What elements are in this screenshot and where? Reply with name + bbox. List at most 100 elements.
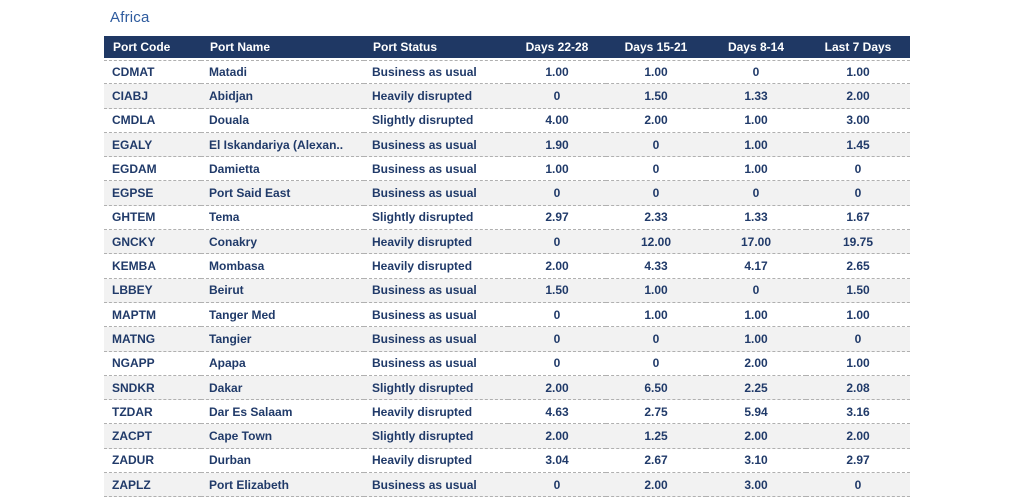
table-body: CDMAT Matadi Business as usual 1.00 1.00 0 1.0…	[104, 60, 910, 498]
column-header-days-22-28: Days 22-28	[508, 36, 606, 60]
last-7-days-cell: 1.00	[806, 303, 910, 328]
port-status-cell: Business as usual	[364, 303, 508, 328]
days-22-28-cell: 2.97	[508, 206, 606, 231]
port-name-cell: Damietta	[201, 157, 364, 182]
last-7-days-cell: 0	[806, 157, 910, 182]
table-row: ZAPLZ Port Elizabeth Business as usual 0 2.0…	[104, 473, 910, 498]
days-22-28-cell: 0	[508, 230, 606, 255]
port-status-cell: Business as usual	[364, 157, 508, 182]
days-22-28-cell: 2.00	[508, 375, 606, 401]
days-8-14-cell: 1.33	[706, 206, 806, 231]
port-name-cell: Apapa	[201, 352, 364, 376]
days-8-14-cell: 1.00	[706, 327, 806, 352]
table-row: MAPTM Tanger Med Business as usual 0 1.00 1.0…	[104, 303, 910, 328]
table-row: MATNG Tangier Business as usual 0 0 1.00 0	[104, 327, 910, 352]
port-status-cell: Business as usual	[364, 352, 508, 376]
days-15-21-cell: 0	[606, 352, 706, 376]
port-name-cell: Port Said East	[201, 181, 364, 206]
last-7-days-cell: 0	[806, 327, 910, 352]
days-8-14-cell: 2.00	[706, 352, 806, 376]
days-8-14-cell: 1.00	[706, 303, 806, 328]
days-8-14-cell: 17.00	[706, 230, 806, 255]
days-15-21-cell: 0	[606, 327, 706, 352]
port-name-cell: Dakar	[201, 375, 364, 401]
port-status-cell: Business as usual	[364, 132, 508, 158]
port-code-cell: KEMBA	[104, 254, 201, 279]
port-name-cell: Tanger Med	[201, 303, 364, 328]
table-row: ZACPT Cape Town Slightly disrupted 2.00 1.25…	[104, 424, 910, 449]
table-row: EGALY El Iskandariya (Alexan.. Business as…	[104, 132, 910, 158]
days-22-28-cell: 0	[508, 303, 606, 328]
port-status-cell: Slightly disrupted	[364, 109, 508, 133]
port-code-cell: ZACPT	[104, 424, 201, 449]
last-7-days-cell: 2.00	[806, 424, 910, 449]
port-code-cell: EGPSE	[104, 181, 201, 206]
days-15-21-cell: 0	[606, 181, 706, 206]
table-row: CMDLA Douala Slightly disrupted 4.00 2.00 1.0…	[104, 109, 910, 133]
days-8-14-cell: 0	[706, 60, 806, 85]
days-22-28-cell: 0	[508, 327, 606, 352]
days-22-28-cell: 1.90	[508, 132, 606, 158]
days-15-21-cell: 1.00	[606, 278, 706, 303]
port-name-cell: Tema	[201, 206, 364, 231]
days-8-14-cell: 1.00	[706, 157, 806, 182]
days-15-21-cell: 2.00	[606, 473, 706, 498]
port-name-cell: Conakry	[201, 230, 364, 255]
port-status-cell: Heavily disrupted	[364, 449, 508, 474]
port-code-cell: NGAPP	[104, 352, 201, 376]
port-status-cell: Heavily disrupted	[364, 84, 508, 109]
table-row: CDMAT Matadi Business as usual 1.00 1.00 0 1.0…	[104, 60, 910, 85]
days-8-14-cell: 0	[706, 181, 806, 206]
port-code-cell: MAPTM	[104, 303, 201, 328]
port-code-cell: CIABJ	[104, 84, 201, 109]
port-name-cell: Cape Town	[201, 424, 364, 449]
table-row: TZDAR Dar Es Salaam Heavily disrupted 4.63 2…	[104, 400, 910, 425]
port-status-cell: Heavily disrupted	[364, 254, 508, 279]
days-22-28-cell: 1.00	[508, 157, 606, 182]
port-status-cell: Heavily disrupted	[364, 400, 508, 425]
port-code-cell: SNDKR	[104, 375, 201, 401]
port-code-cell: GHTEM	[104, 206, 201, 231]
port-code-cell: ZADUR	[104, 449, 201, 474]
days-8-14-cell: 3.00	[706, 473, 806, 498]
days-15-21-cell: 2.67	[606, 449, 706, 474]
last-7-days-cell: 3.16	[806, 400, 910, 425]
days-15-21-cell: 1.50	[606, 84, 706, 109]
table-header-row: Port Code Port Name Port Status Days 22-…	[104, 36, 910, 60]
port-status-cell: Slightly disrupted	[364, 375, 508, 401]
table-row: EGDAM Damietta Business as usual 1.00 0 1.00 0	[104, 157, 910, 182]
last-7-days-cell: 2.65	[806, 254, 910, 279]
port-status-cell: Business as usual	[364, 181, 508, 206]
days-22-28-cell: 1.00	[508, 60, 606, 85]
table-row: EGPSE Port Said East Business as usual 0 0 0 0	[104, 181, 910, 206]
days-22-28-cell: 3.04	[508, 449, 606, 474]
table-row: GHTEM Tema Slightly disrupted 2.97 2.33 1.33 1…	[104, 206, 910, 231]
last-7-days-cell: 1.67	[806, 206, 910, 231]
days-8-14-cell: 2.25	[706, 375, 806, 401]
last-7-days-cell: 0	[806, 181, 910, 206]
port-name-cell: Beirut	[201, 278, 364, 303]
table-row: ZADUR Durban Heavily disrupted 3.04 2.67 3.10…	[104, 449, 910, 474]
days-15-21-cell: 12.00	[606, 230, 706, 255]
days-8-14-cell: 5.94	[706, 400, 806, 425]
port-name-cell: Durban	[201, 449, 364, 474]
last-7-days-cell: 2.08	[806, 375, 910, 401]
days-22-28-cell: 0	[508, 352, 606, 376]
days-8-14-cell: 3.10	[706, 449, 806, 474]
days-15-21-cell: 1.25	[606, 424, 706, 449]
table-row: LBBEY Beirut Business as usual 1.50 1.00 0 1.5…	[104, 278, 910, 303]
port-code-cell: CDMAT	[104, 60, 201, 85]
days-8-14-cell: 4.17	[706, 254, 806, 279]
page-title: Africa	[110, 9, 150, 26]
port-status-cell: Slightly disrupted	[364, 424, 508, 449]
port-name-cell: El Iskandariya (Alexan..	[201, 132, 364, 158]
days-15-21-cell: 1.00	[606, 60, 706, 85]
days-15-21-cell: 2.00	[606, 109, 706, 133]
last-7-days-cell: 1.00	[806, 60, 910, 85]
days-22-28-cell: 0	[508, 84, 606, 109]
days-15-21-cell: 4.33	[606, 254, 706, 279]
last-7-days-cell: 19.75	[806, 230, 910, 255]
column-header-port-code: Port Code	[104, 36, 201, 60]
port-code-cell: EGDAM	[104, 157, 201, 182]
table-row: NGAPP Apapa Business as usual 0 0 2.00 1.00	[104, 352, 910, 376]
